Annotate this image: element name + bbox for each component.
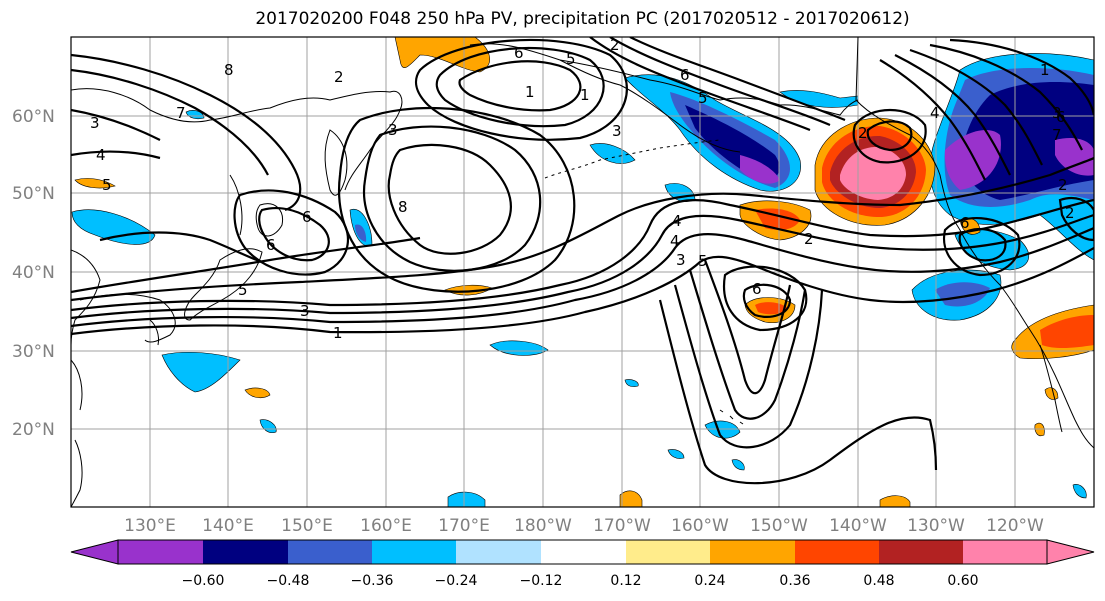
colorbar-segment	[203, 540, 288, 564]
contour-label: 1	[1040, 61, 1050, 79]
lon-label: 170°W	[593, 516, 651, 536]
contour-label: 2	[334, 68, 344, 86]
colorbar-tick-label: −0.12	[520, 573, 563, 589]
colorbar-tick-label: 0.12	[610, 573, 641, 589]
contour-label: 6	[960, 214, 970, 232]
lon-label: 140°E	[202, 516, 254, 536]
colorbar-segment	[456, 540, 541, 564]
contour-label: 2	[1065, 204, 1075, 222]
colorbar-tick-label: −0.36	[351, 573, 394, 589]
colorbar-tick-label: −0.48	[267, 573, 310, 589]
lon-label: 180°W	[514, 516, 572, 536]
colorbar-segment	[963, 540, 1047, 564]
contour-label: 3	[388, 121, 398, 139]
plot-frame	[70, 36, 1095, 508]
pv-contours	[71, 37, 1094, 485]
contour-label: 1	[333, 324, 343, 342]
lon-label: 150°E	[281, 516, 333, 536]
colorbar-segment	[795, 540, 879, 564]
contour-label: 7	[176, 104, 186, 122]
lon-label: 140°W	[829, 516, 887, 536]
colorbar-segment	[372, 540, 456, 564]
lon-label: 170°E	[438, 516, 490, 536]
lat-label: 20°N	[12, 420, 55, 440]
colorbar-extend-low	[70, 539, 119, 565]
contour-label: 4	[672, 212, 682, 230]
colorbar: −0.60 −0.48 −0.36 −0.24 −0.12 0.12 0.24 …	[70, 539, 1095, 589]
contour-label: 6	[680, 66, 690, 84]
colorbar-tick-label: 0.24	[694, 573, 725, 589]
lat-label: 40°N	[12, 263, 55, 283]
colorbar-extend-high	[1046, 539, 1095, 565]
contour-label: 6	[302, 208, 312, 226]
colorbar-tick-label: 0.36	[779, 573, 810, 589]
colorbar-segment	[288, 540, 372, 564]
contour-label: 4	[670, 232, 680, 250]
lon-label: 130°W	[907, 516, 965, 536]
contour-label: 4	[96, 146, 106, 164]
colorbar-segment	[541, 540, 626, 564]
contour-label: 1	[580, 86, 590, 104]
contour-label: 2	[804, 230, 814, 248]
contour-label: 5	[566, 50, 576, 68]
contour-labels: 8 7 4 5 3 2 1 6 3 2 6 5 3 1 8 6 4 5 4 3 …	[90, 36, 1075, 342]
contour-label: 8	[398, 198, 408, 216]
coastlines	[71, 37, 1094, 507]
contour-label: 6	[1056, 108, 1066, 126]
lat-label: 30°N	[12, 342, 55, 362]
contour-label: 6	[752, 280, 762, 298]
lon-label: 150°W	[750, 516, 808, 536]
contour-label: 5	[698, 252, 708, 270]
contour-label: 3	[300, 302, 310, 320]
contour-label: 2	[1058, 176, 1068, 194]
contour-label: 6	[266, 236, 276, 254]
longitude-labels: 130°E 140°E 150°E 160°E 170°E 180°W 170°…	[124, 516, 1044, 536]
contour-label: 8	[224, 61, 234, 79]
contour-label: 5	[238, 281, 248, 299]
lon-label: 130°E	[124, 516, 176, 536]
colorbar-segment	[879, 540, 963, 564]
contour-label: 3	[612, 122, 622, 140]
colorbar-segment	[118, 540, 203, 564]
colorbar-segment	[626, 540, 710, 564]
contour-label: 7	[1052, 126, 1062, 144]
lon-label: 120°W	[986, 516, 1044, 536]
colorbar-tick-label: 0.60	[947, 573, 978, 589]
contour-label: 5	[698, 89, 708, 107]
lon-label: 160°W	[671, 516, 729, 536]
contour-label: 2	[858, 124, 868, 142]
contour-label: 3	[1052, 104, 1062, 122]
lat-label: 50°N	[12, 184, 55, 204]
contour-label: 1	[525, 83, 535, 101]
latitude-labels: 60°N 50°N 40°N 30°N 20°N	[12, 107, 55, 440]
lat-label: 60°N	[12, 107, 55, 127]
map-title: 2017020200 F048 250 hPa PV, precipitatio…	[255, 9, 910, 29]
colorbar-tick-label: −0.60	[182, 573, 225, 589]
contour-label: 2	[610, 36, 620, 54]
contour-label: 4	[930, 104, 940, 122]
contour-label: 6	[514, 44, 524, 62]
colorbar-tick-label: −0.24	[435, 573, 478, 589]
contour-label: 3	[676, 251, 686, 269]
lon-label: 160°E	[360, 516, 412, 536]
contour-label: 3	[90, 114, 100, 132]
colorbar-segment	[710, 540, 795, 564]
contour-label: 5	[102, 176, 112, 194]
colorbar-tick-label: 0.48	[863, 573, 894, 589]
